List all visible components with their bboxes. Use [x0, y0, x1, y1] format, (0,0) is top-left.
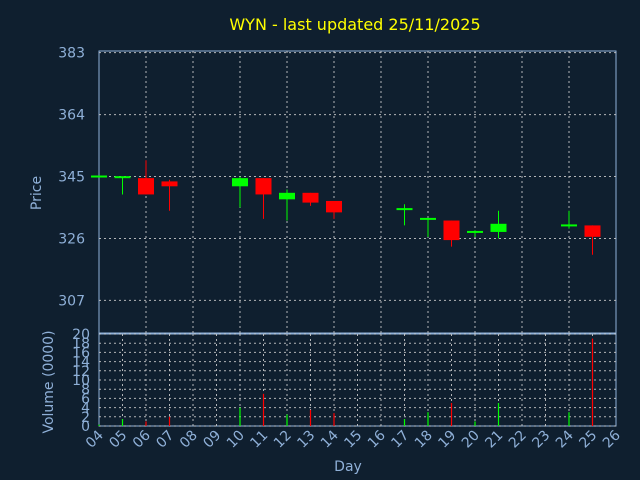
candle-body-14 [326, 200, 342, 213]
day-tick-label: 26 [600, 427, 624, 451]
candle-body-18 [420, 217, 436, 220]
day-tick-label: 07 [153, 428, 177, 452]
candle-body-11 [255, 178, 272, 195]
volume-tick-label: 16 [72, 345, 90, 361]
volume-tick-label: 12 [72, 364, 90, 380]
candle-body-17 [396, 208, 413, 211]
candle-body-24 [561, 224, 577, 227]
candle-body-06 [138, 178, 154, 195]
day-tick-label: 11 [247, 428, 271, 452]
day-tick-label: 23 [529, 428, 553, 452]
volume-tick-label: 4 [81, 401, 90, 417]
price-axis-label: Price [29, 176, 45, 210]
price-plot-frame [98, 50, 617, 334]
volume-tick-label: 0 [81, 419, 90, 435]
price-tick-label: 307 [58, 293, 85, 309]
day-tick-label: 22 [506, 428, 530, 452]
day-tick-label: 16 [365, 427, 389, 451]
candle-body-05 [114, 176, 131, 179]
volume-tick-label: 10 [72, 373, 90, 389]
day-tick-label: 13 [294, 428, 318, 452]
day-tick-label: 25 [576, 428, 600, 452]
day-tick-label: 19 [435, 428, 459, 452]
chart-title: WYN - last updated 25/11/2025 [229, 15, 480, 34]
candle-body-04 [91, 175, 107, 178]
volume-tick-label: 18 [72, 336, 90, 352]
day-tick-label: 10 [224, 428, 248, 452]
day-tick-label: 24 [553, 427, 577, 451]
volume-tick-label: 6 [81, 391, 90, 407]
day-tick-label: 14 [318, 427, 342, 451]
volume-axis-label: Volume (0000) [41, 330, 57, 433]
candle-body-10 [232, 178, 248, 187]
volume-tick-label: 14 [72, 355, 90, 371]
candle-body-19 [443, 220, 460, 241]
price-panel: 383 364 345 326 307 [58, 46, 617, 334]
candle-body-07 [161, 181, 178, 187]
day-tick-label: 06 [130, 427, 154, 451]
volume-tick-label: 8 [81, 382, 90, 398]
day-tick-label: 18 [412, 428, 436, 452]
day-tick-label: 05 [106, 428, 130, 452]
day-tick-label: 20 [459, 428, 483, 452]
candle-body-13 [302, 192, 319, 203]
price-tick-label: 345 [58, 170, 85, 186]
day-tick-label: 09 [200, 428, 224, 452]
day-tick-label: 15 [341, 428, 365, 452]
day-tick-label: 12 [271, 428, 295, 452]
day-tick-label: 17 [388, 428, 412, 452]
candle-body-21 [490, 223, 507, 232]
price-tick-label: 383 [58, 46, 85, 62]
price-tick-label: 364 [58, 108, 85, 124]
candle-body-12 [279, 192, 295, 200]
day-axis-label: Day [334, 459, 362, 475]
volume-tick-label: 20 [72, 327, 90, 343]
day-tick-label: 21 [482, 428, 506, 452]
candle-body-25 [584, 225, 601, 237]
candle-body-20 [467, 230, 483, 233]
price-tick-label: 326 [58, 231, 85, 247]
volume-tick-label: 2 [81, 410, 90, 426]
day-tick-label: 08 [177, 428, 201, 452]
